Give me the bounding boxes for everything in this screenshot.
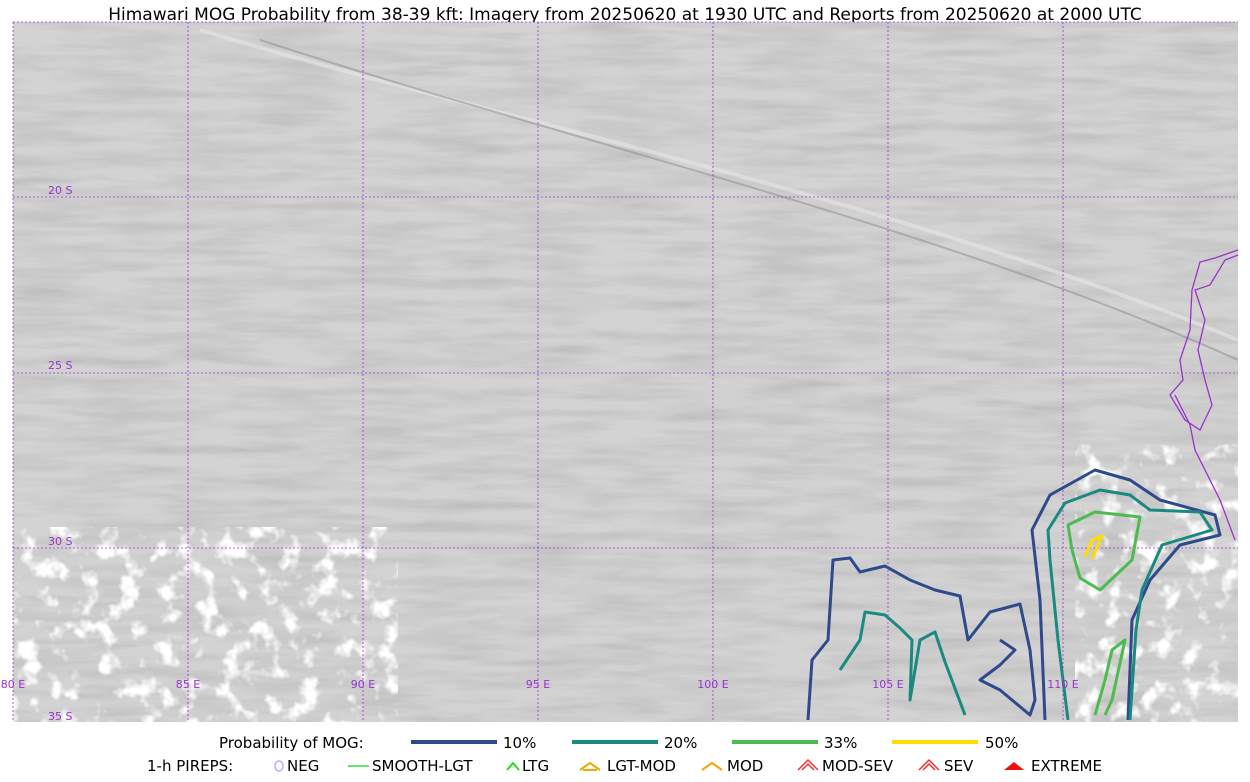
- title: Himawari MOG Probability from 38-39 kft:…: [108, 5, 1142, 25]
- legend-item: NEG: [287, 757, 319, 775]
- lon-label: 105 E: [872, 678, 903, 691]
- legend-item: LGT-MOD: [607, 757, 676, 775]
- legend-item: 50%: [985, 734, 1018, 752]
- lat-label: 20 S: [48, 184, 72, 197]
- lon-label: 95 E: [526, 678, 550, 691]
- legend-item: LTG: [522, 757, 549, 775]
- legend-item: SMOOTH-LGT: [372, 757, 473, 775]
- legend-pireps: 1-h PIREPS: NEG SMOOTH-LGT LTG LGT-MOD M…: [147, 757, 1102, 775]
- lat-label: 25 S: [48, 359, 72, 372]
- legend-item: 10%: [503, 734, 536, 752]
- legend-item: MOD: [727, 757, 763, 775]
- legend-label: Probability of MOG:: [219, 734, 364, 752]
- lon-label: 85 E: [176, 678, 200, 691]
- coastline: [1169, 249, 1239, 541]
- grid-labels: 20 S 25 S 30 S 35 S 80 E 85 E 90 E 95 E …: [1, 184, 1079, 723]
- grid: [12, 21, 1238, 722]
- legend-item: MOD-SEV: [822, 757, 894, 775]
- satellite-image: [13, 22, 1239, 722]
- legend-item: 33%: [824, 734, 857, 752]
- legend-probability: Probability of MOG: 10% 20% 33% 50%: [219, 734, 1018, 752]
- lat-label: 30 S: [48, 535, 72, 548]
- lon-label: 110 E: [1047, 678, 1078, 691]
- legend-item: SEV: [944, 757, 974, 775]
- lon-label: 90 E: [351, 678, 375, 691]
- legend-item: EXTREME: [1031, 757, 1102, 775]
- lon-label: 80 E: [1, 678, 25, 691]
- lat-label: 35 S: [48, 710, 72, 723]
- legend-item: 20%: [664, 734, 697, 752]
- lon-label: 100 E: [697, 678, 728, 691]
- probability-contours: [806, 468, 1222, 721]
- legend-label: 1-h PIREPS:: [147, 757, 233, 775]
